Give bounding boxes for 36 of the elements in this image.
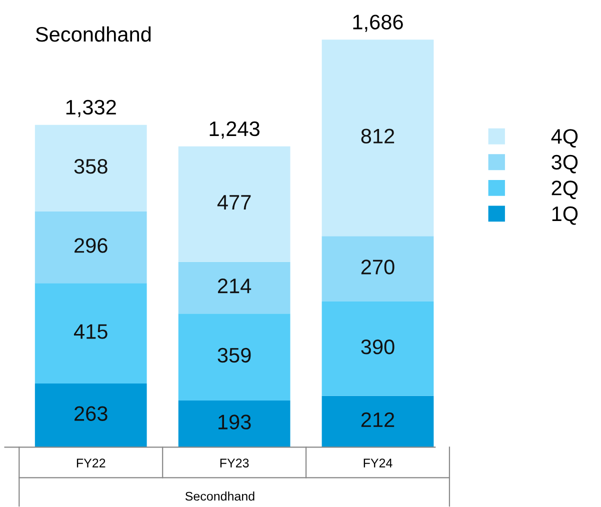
bar [34, 124, 147, 212]
x-tick-label: FY23 [220, 458, 249, 468]
x-tick-label: FY24 [364, 458, 392, 468]
bar [178, 146, 290, 262]
bar [322, 396, 434, 448]
data-label: 270 [361, 260, 394, 274]
data-label: 212 [361, 412, 394, 427]
legend-label: 3Q [552, 154, 578, 174]
bar [34, 211, 147, 284]
bar [178, 314, 290, 400]
data-label: 359 [218, 348, 251, 363]
data-label: 390 [361, 340, 394, 354]
legend-label: 1Q [552, 206, 578, 225]
chart-title: Secondhand [36, 26, 151, 42]
bar [34, 384, 147, 448]
total-label: 1,332 [66, 100, 116, 118]
bar [322, 302, 434, 396]
legend-label: 2Q [552, 180, 578, 200]
text: Secondhand [185, 491, 254, 501]
data-label: 193 [218, 414, 251, 430]
data-label: 214 [218, 278, 252, 294]
total-label: 1,686 [353, 14, 403, 32]
legend-label: 4Q [551, 129, 578, 148]
bar [34, 283, 147, 384]
bar [178, 400, 290, 448]
data-label: 263 [74, 406, 108, 421]
bar [322, 40, 434, 236]
data-label: 812 [361, 128, 394, 144]
x-tick-label: FY22 [76, 458, 106, 468]
data-label: 477 [217, 195, 251, 210]
bar [322, 236, 434, 302]
bar [178, 262, 290, 314]
data-label: 358 [74, 159, 108, 174]
total-label: 1,243 [210, 121, 260, 139]
data-label: 296 [74, 238, 108, 253]
data-label: 415 [74, 324, 108, 339]
